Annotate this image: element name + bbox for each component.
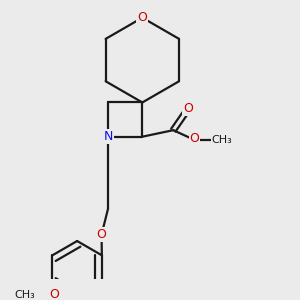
Text: CH₃: CH₃ [14, 290, 35, 300]
Text: N: N [103, 130, 113, 143]
Text: O: O [190, 132, 200, 145]
Text: O: O [137, 11, 147, 24]
Text: O: O [97, 228, 106, 241]
Text: O: O [50, 288, 59, 300]
Text: O: O [183, 103, 193, 116]
Text: CH₃: CH₃ [212, 135, 232, 145]
